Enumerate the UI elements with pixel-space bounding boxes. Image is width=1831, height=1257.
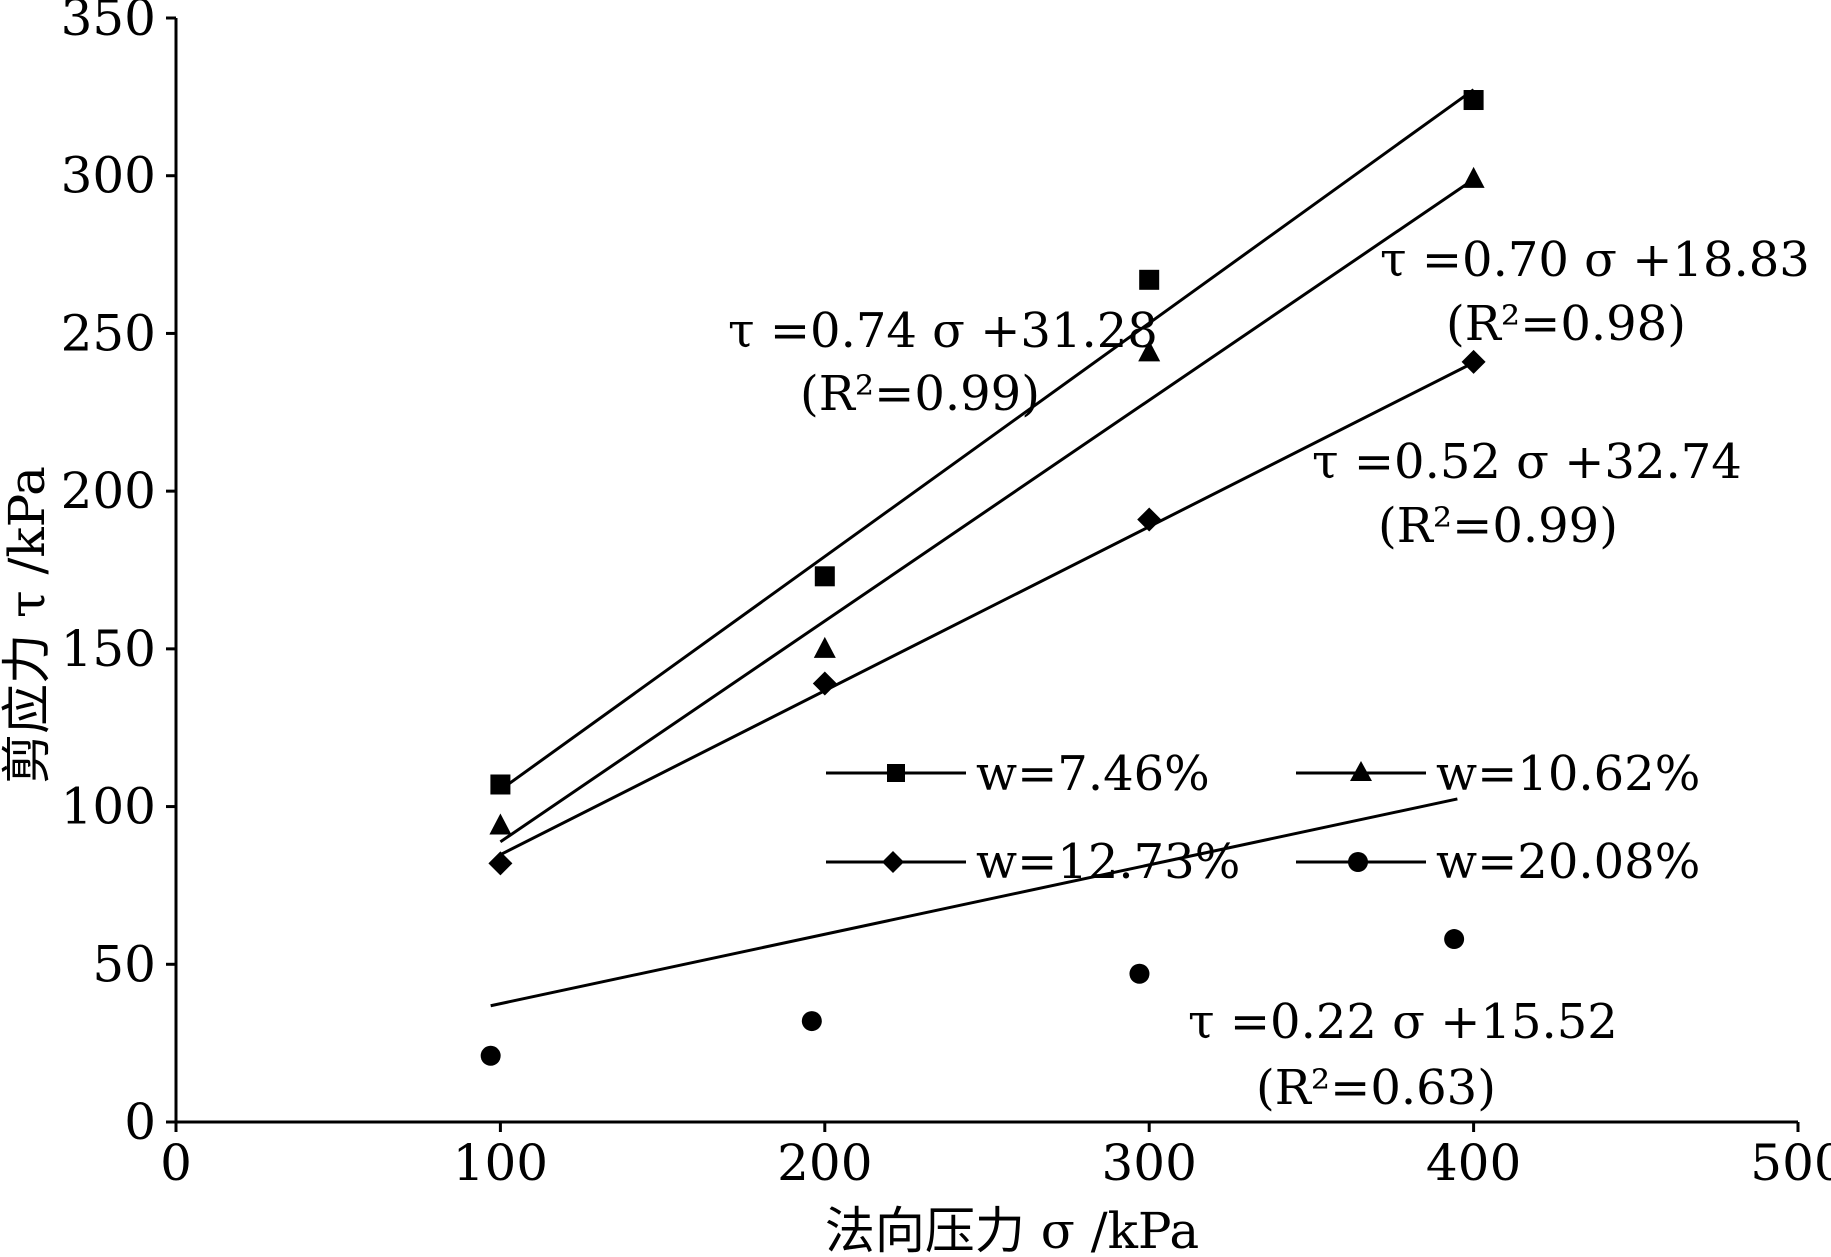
equation-w1273: τ =0.52 σ +32.74 xyxy=(1312,434,1742,490)
data-point-3 xyxy=(1444,929,1465,950)
legend-label-w1062: w=10.62% xyxy=(1436,746,1700,802)
x-tick-label: 0 xyxy=(160,1134,192,1192)
x-tick-label: 100 xyxy=(453,1134,548,1192)
x-ticks: 0 100 200 300 400 500 xyxy=(160,1122,1831,1192)
data-point-3 xyxy=(801,1011,822,1032)
legend-item-w746: w=7.46% xyxy=(826,746,1210,802)
equation-w1062: τ =0.70 σ +18.83 xyxy=(1380,232,1810,288)
data-point-2 xyxy=(1461,349,1486,374)
y-tick-label: 250 xyxy=(61,304,156,362)
y-tick-label: 150 xyxy=(61,620,156,678)
data-point-0 xyxy=(1139,269,1160,290)
data-point-0 xyxy=(814,566,835,587)
legend-item-w2008: w=20.08% xyxy=(1296,834,1700,890)
data-points xyxy=(480,90,1486,1066)
y-tick-label: 100 xyxy=(61,778,156,836)
legend-square-icon xyxy=(887,764,905,782)
data-point-1 xyxy=(489,813,512,835)
y-tick-label: 300 xyxy=(61,147,156,205)
data-point-3 xyxy=(480,1045,501,1066)
legend-label-w1273: w=12.73% xyxy=(976,834,1240,890)
x-tick-label: 300 xyxy=(1101,1134,1196,1192)
x-tick-label: 500 xyxy=(1750,1134,1831,1192)
fit-line-2 xyxy=(499,361,1475,857)
y-tick-label: 0 xyxy=(124,1093,156,1151)
fit-line-0 xyxy=(499,88,1475,792)
data-point-1 xyxy=(1462,166,1485,188)
y-axis-label: 剪应力 τ /kPa xyxy=(0,466,56,784)
data-point-2 xyxy=(1137,507,1162,532)
r2-w1273: (R²=0.99) xyxy=(1378,498,1618,554)
data-point-1 xyxy=(1138,340,1161,362)
data-point-2 xyxy=(488,851,513,876)
data-point-2 xyxy=(812,671,837,696)
fit-line-3 xyxy=(490,797,1458,1008)
y-tick-label: 200 xyxy=(61,462,156,520)
y-tick-label: 350 xyxy=(61,0,156,47)
legend-triangle-icon xyxy=(1350,761,1372,781)
data-point-1 xyxy=(813,636,836,658)
x-axis-label: 法向压力 σ /kPa xyxy=(825,1202,1199,1257)
legend: w=7.46% w=10.62% w=12.73% w=20.08% xyxy=(826,746,1700,890)
legend-label-w2008: w=20.08% xyxy=(1436,834,1700,890)
equation-w2008: τ =0.22 σ +15.52 xyxy=(1188,994,1618,1050)
r2-w2008: (R²=0.63) xyxy=(1256,1060,1496,1116)
x-tick-label: 200 xyxy=(777,1134,872,1192)
fit-line-1 xyxy=(499,178,1475,844)
fit-lines xyxy=(490,88,1475,1008)
legend-item-w1062: w=10.62% xyxy=(1296,746,1700,802)
data-point-3 xyxy=(1129,963,1150,984)
y-ticks: 0 50 100 150 200 250 300 350 xyxy=(61,0,176,1151)
data-point-0 xyxy=(490,774,511,795)
legend-diamond-icon xyxy=(882,851,904,873)
data-point-0 xyxy=(1463,90,1484,111)
r2-w1062: (R²=0.98) xyxy=(1446,296,1686,352)
legend-label-w746: w=7.46% xyxy=(976,746,1210,802)
equation-w746: τ =0.74 σ +31.28 xyxy=(728,303,1158,359)
y-tick-label: 50 xyxy=(92,935,156,993)
x-tick-label: 400 xyxy=(1426,1134,1521,1192)
legend-circle-icon xyxy=(1348,852,1368,872)
legend-item-w1273: w=12.73% xyxy=(826,834,1240,890)
r2-w746: (R²=0.99) xyxy=(800,366,1040,422)
